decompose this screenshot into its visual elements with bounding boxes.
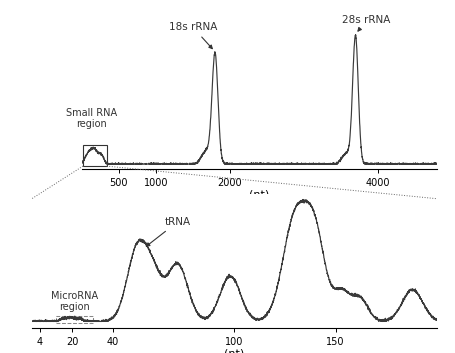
Text: Small RNA
region: Small RNA region <box>66 108 117 129</box>
Text: MicroRNA
region: MicroRNA region <box>51 291 98 312</box>
X-axis label: (nt): (nt) <box>249 190 269 200</box>
Bar <box>56 316 93 323</box>
Text: 28s rRNA: 28s rRNA <box>342 16 391 31</box>
X-axis label: (nt): (nt) <box>224 349 244 353</box>
Bar <box>83 145 106 166</box>
Text: 18s rRNA: 18s rRNA <box>169 22 217 49</box>
Text: tRNA: tRNA <box>147 217 191 246</box>
